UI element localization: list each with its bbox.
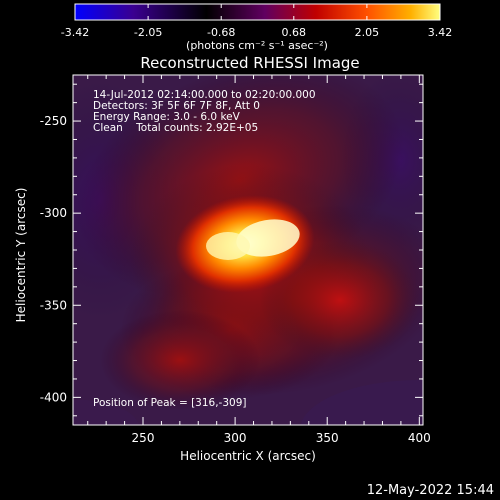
plot-title: Reconstructed RHESSI Image <box>140 54 359 72</box>
colorbar-tick-label: -2.05 <box>134 26 162 39</box>
colorbar-tick-label: 2.05 <box>355 26 380 39</box>
colorbar <box>74 3 441 21</box>
y-tick-label: -300 <box>40 206 67 220</box>
colorbar-tick-label: -3.42 <box>61 26 89 39</box>
x-tick-label: 300 <box>224 431 247 445</box>
info-time-range: 14-Jul-2012 02:14:00.000 to 02:20:00.000 <box>93 89 316 101</box>
x-tick-label: 350 <box>316 431 339 445</box>
info-energy: Energy Range: 3.0 - 6.0 keV <box>93 111 241 123</box>
colorbar-unit-label: (photons cm⁻² s⁻¹ asec⁻²) <box>186 39 328 52</box>
y-tick-label: -350 <box>40 298 67 312</box>
y-tick-label: -400 <box>40 390 67 404</box>
footer-timestamp: 12-May-2022 15:44 <box>367 483 494 498</box>
y-tick-label: -250 <box>40 114 67 128</box>
colorbar-ticks: -3.42 -2.05 -0.68 0.68 2.05 3.42 <box>61 4 452 39</box>
colorbar-tick-label: 3.42 <box>428 26 453 39</box>
info-detectors: Detectors: 3F 5F 6F 7F 8F, Att 0 <box>93 100 260 112</box>
x-tick-label: 400 <box>408 431 431 445</box>
y-axis-label: Heliocentric Y (arcsec) <box>14 188 28 323</box>
info-peak-position: Position of Peak = [316,-309] <box>93 397 247 409</box>
rhessi-image <box>73 75 423 425</box>
colorbar-tick-label: -0.68 <box>207 26 235 39</box>
x-axis-label: Heliocentric X (arcsec) <box>180 449 316 463</box>
axis-ticks: 250 300 350 400 -250 -300 -350 -400 <box>40 75 431 445</box>
info-method-counts: Clean Total counts: 2.92E+05 <box>93 122 258 134</box>
colorbar-tick-label: 0.68 <box>282 26 307 39</box>
x-tick-label: 250 <box>132 431 155 445</box>
